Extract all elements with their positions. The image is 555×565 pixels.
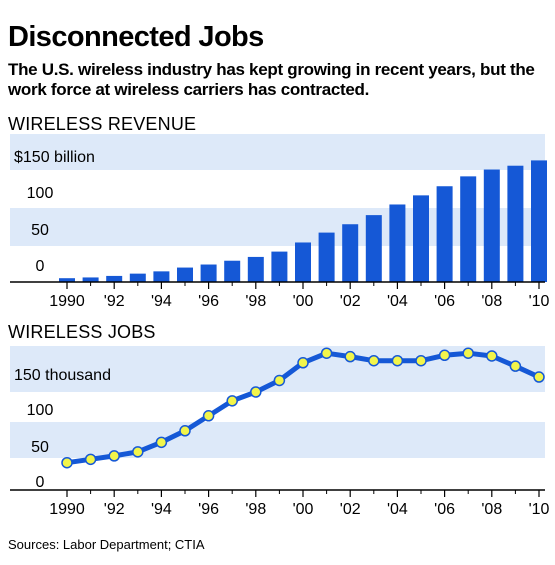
revenue-bar (129, 273, 146, 282)
revenue-ytick-label: 50 (31, 222, 49, 239)
jobs-point (179, 425, 191, 437)
jobs-point (368, 354, 380, 367)
jobs-point (132, 446, 144, 458)
chart-title: Disconnected Jobs (8, 21, 264, 53)
revenue-bar (59, 278, 75, 282)
jobs-point (202, 410, 215, 422)
jobs-xtick-label: '94 (151, 501, 172, 518)
jobs-xtick-label: '08 (481, 501, 502, 518)
jobs-ytick-label: 0 (36, 474, 45, 491)
revenue-bar (177, 267, 193, 282)
jobs-point (320, 347, 333, 359)
revenue-bar (295, 242, 311, 282)
revenue-xtick-label: '10 (529, 293, 550, 310)
jobs-xtick-label: '04 (387, 501, 408, 518)
jobs-point (415, 354, 427, 367)
jobs-xtick-label: '00 (293, 501, 314, 518)
jobs-point (84, 453, 97, 466)
revenue-bar (224, 260, 241, 282)
revenue-xtick-label: '92 (104, 293, 125, 310)
revenue-bar (247, 256, 264, 282)
jobs-ytick-label: 50 (31, 439, 49, 456)
jobs-ytick-label: 150 thousand (14, 367, 111, 384)
revenue-xtick-label: '02 (340, 293, 361, 310)
revenue-chart: 0 50 100 $150 billion 1990 '92 '94 '96 '98 '00 '02… (10, 134, 550, 310)
revenue-bar (413, 195, 429, 282)
revenue-bar (389, 204, 406, 282)
revenue-ytick-label: 0 (36, 258, 45, 275)
chart-subtitle: The U.S. wireless industry has kept grow… (8, 60, 535, 99)
revenue-bar (106, 275, 123, 282)
jobs-xtick-label: '06 (434, 501, 455, 518)
jobs-point (509, 360, 522, 372)
jobs-point (462, 347, 474, 359)
jobs-point (438, 349, 451, 362)
revenue-xtick-label: '00 (293, 293, 314, 310)
revenue-ytick-label: $150 billion (14, 149, 95, 166)
revenue-bar (342, 224, 359, 282)
jobs-chart: 0 50 100 150 thousand 1990 '92 '94 '96 '98 '00 '02… (10, 346, 550, 518)
revenue-bar (436, 186, 453, 282)
revenue-bar (318, 232, 335, 282)
jobs-point (155, 436, 168, 449)
revenue-chart-title: WIRELESS REVENUE (8, 114, 197, 134)
revenue-bar (365, 215, 382, 282)
jobs-xtick-label: '98 (245, 501, 266, 518)
jobs-point (391, 354, 404, 367)
jobs-xtick-label: '96 (198, 501, 219, 518)
jobs-point (273, 374, 286, 387)
jobs-point (486, 350, 498, 362)
revenue-xtick-label: 1990 (49, 293, 85, 310)
revenue-bar (271, 251, 288, 282)
revenue-band (10, 134, 545, 170)
jobs-xtick-label: '10 (529, 501, 550, 518)
revenue-xtick-label: '06 (434, 293, 455, 310)
revenue-xtick-label: '08 (481, 293, 502, 310)
revenue-xtick-label: '98 (245, 293, 266, 310)
revenue-ytick-label: 100 (27, 185, 54, 202)
jobs-xtick-label: 1990 (49, 501, 85, 518)
jobs-point (226, 395, 238, 407)
revenue-bar (200, 264, 217, 282)
jobs-band (10, 422, 545, 458)
revenue-xtick-label: '04 (387, 293, 408, 310)
jobs-xtick-label: '02 (340, 501, 361, 518)
revenue-bar (153, 271, 170, 282)
revenue-xtick-label: '96 (198, 293, 219, 310)
source-note: Sources: Labor Department; CTIA (8, 537, 205, 552)
revenue-bar (483, 169, 500, 282)
revenue-xtick-label: '94 (151, 293, 172, 310)
jobs-point (61, 456, 73, 469)
jobs-point (533, 371, 545, 383)
jobs-xtick-label: '92 (104, 501, 125, 518)
jobs-point (344, 350, 356, 363)
revenue-bar (507, 165, 524, 282)
jobs-point (297, 357, 309, 369)
revenue-bar (82, 277, 99, 282)
revenue-bar (460, 176, 477, 282)
revenue-bar (531, 160, 547, 282)
jobs-chart-title: WIRELESS JOBS (8, 322, 156, 342)
revenue-band (10, 208, 545, 246)
jobs-point (250, 386, 262, 398)
jobs-point (108, 450, 120, 462)
jobs-ytick-label: 100 (27, 402, 54, 419)
